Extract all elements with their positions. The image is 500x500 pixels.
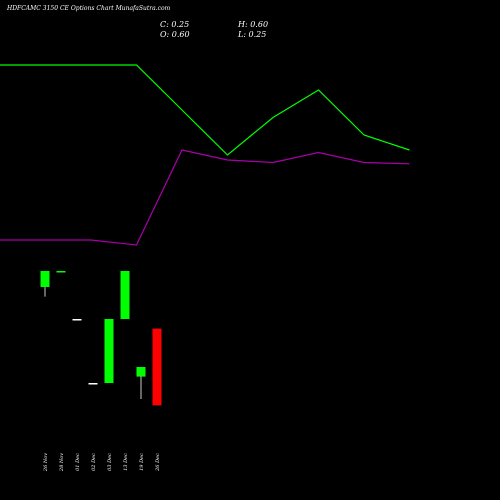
series-line-1 <box>0 149 410 246</box>
x-tick-label: 03 Dec <box>107 453 113 471</box>
candle-0 <box>40 271 50 297</box>
x-tick-label: 26 Dec <box>155 453 161 472</box>
candle-body <box>56 271 66 273</box>
candle-body <box>88 383 98 385</box>
candle-body <box>120 271 130 319</box>
x-tick-label: 01 Dec <box>75 453 81 471</box>
candle-body <box>104 319 114 383</box>
high-readout: H: 0.60 <box>238 20 269 29</box>
x-tick-label: 28 Nov <box>59 453 65 472</box>
candle-1 <box>56 271 66 273</box>
candle-3 <box>88 383 98 385</box>
candle-6 <box>136 367 146 399</box>
x-tick-label: 19 Dec <box>139 453 145 471</box>
close-readout: C: 0.25 <box>160 20 190 29</box>
candle-body <box>72 319 82 321</box>
candle-5 <box>120 271 130 319</box>
x-tick-label: 02 Dec <box>91 453 97 471</box>
x-axis-ticks: 26 Nov 28 Nov 01 Dec 02 Dec 03 Dec 13 Dec 19 D… <box>43 453 161 472</box>
candle-2 <box>72 319 82 321</box>
low-readout: L: 0.25 <box>238 30 267 39</box>
candle-4 <box>104 319 114 383</box>
candle-body <box>136 367 146 377</box>
indicator-lines <box>0 64 410 246</box>
candle-7 <box>152 328 162 406</box>
candle-body <box>40 271 50 287</box>
candle-body <box>152 328 162 406</box>
candles <box>40 271 162 406</box>
series-line-0 <box>0 64 410 156</box>
x-tick-label: 13 Dec <box>123 453 129 471</box>
x-tick-label: 26 Nov <box>43 453 49 472</box>
chart-title: HDFCAMC 3150 CE Options Chart MunafaSutr… <box>7 5 171 12</box>
open-readout: O: 0.60 <box>160 30 190 39</box>
